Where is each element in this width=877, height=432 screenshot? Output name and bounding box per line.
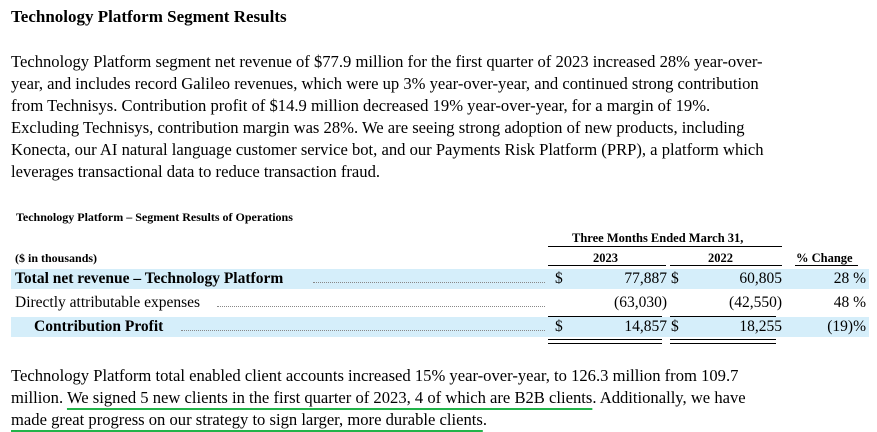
table-row-directly-attributable-expenses: Directly attributable expenses (63,030) … [11, 293, 869, 313]
value-2023: 77,887 [624, 270, 667, 287]
table-title: Technology Platform – Segment Results of… [16, 210, 293, 224]
intro-line: from Technisys. Contribution profit of $… [11, 96, 711, 115]
year-2023-rule [548, 265, 666, 266]
row-label: Total net revenue – Technology Platform [15, 270, 284, 287]
section-heading: Technology Platform Segment Results [11, 7, 287, 26]
highlighted-text: We signed 5 new clients in the first qua… [66, 388, 593, 407]
subtotal-rule-2022 [670, 316, 776, 317]
currency-symbol: $ [671, 270, 679, 287]
pct-change: (19)% [827, 318, 866, 335]
intro-paragraph: Technology Platform segment net revenue … [11, 51, 867, 183]
closing-text: . [482, 410, 487, 429]
intro-line: Excluding Technisys, contribution margin… [11, 118, 745, 137]
year-2022-header: 2022 [708, 251, 733, 265]
currency-symbol: $ [555, 318, 563, 335]
intro-line: Technology Platform segment net revenue … [11, 52, 763, 71]
closing-line: million. We signed 5 new clients in the … [11, 387, 867, 409]
total-double-rule-2022 [670, 339, 776, 344]
value-2023: (63,030) [614, 294, 667, 311]
subtotal-rule-2023 [548, 316, 662, 317]
year-2022-rule [670, 265, 782, 266]
closing-text: million. [11, 388, 67, 407]
pct-change: 48 % [833, 294, 866, 311]
closing-paragraph: Technology Platform total enabled client… [11, 365, 867, 431]
closing-line: made great progress on our strategy to s… [11, 409, 867, 431]
intro-line: leverages transactional data to reduce t… [11, 162, 381, 181]
leader-dots [217, 306, 545, 307]
value-2022: 18,255 [739, 318, 782, 335]
table-row-contribution-profit: Contribution Profit $ 14,857 $ 18,255 (1… [11, 317, 869, 337]
row-label: Contribution Profit [34, 318, 164, 335]
pct-change: 28 % [833, 270, 866, 287]
intro-line: year, and includes record Galileo revenu… [11, 74, 759, 93]
table-row-total-net-revenue: Total net revenue – Technology Platform … [11, 269, 869, 289]
period-header-rule [548, 246, 782, 247]
currency-symbol: $ [555, 270, 563, 287]
row-label: Directly attributable expenses [15, 294, 201, 311]
total-double-rule-2023 [548, 339, 662, 344]
value-2022: (42,550) [729, 294, 782, 311]
year-2023-header: 2023 [593, 251, 618, 265]
leader-dots [313, 282, 545, 283]
pct-change-rule [795, 265, 858, 266]
highlighted-text: made great progress on our strategy to s… [11, 410, 483, 429]
pct-change-header: % Change [796, 251, 853, 265]
closing-line: Technology Platform total enabled client… [11, 366, 739, 385]
period-header: Three Months Ended March 31, [572, 231, 744, 245]
value-2022: 60,805 [739, 270, 782, 287]
currency-symbol: $ [671, 318, 679, 335]
intro-line: Konecta, our AI natural language custome… [11, 140, 764, 159]
value-2023: 14,857 [624, 318, 667, 335]
closing-text: . Additionally, we have [592, 388, 746, 407]
units-label: ($ in thousands) [15, 251, 98, 265]
leader-dots [181, 330, 545, 331]
